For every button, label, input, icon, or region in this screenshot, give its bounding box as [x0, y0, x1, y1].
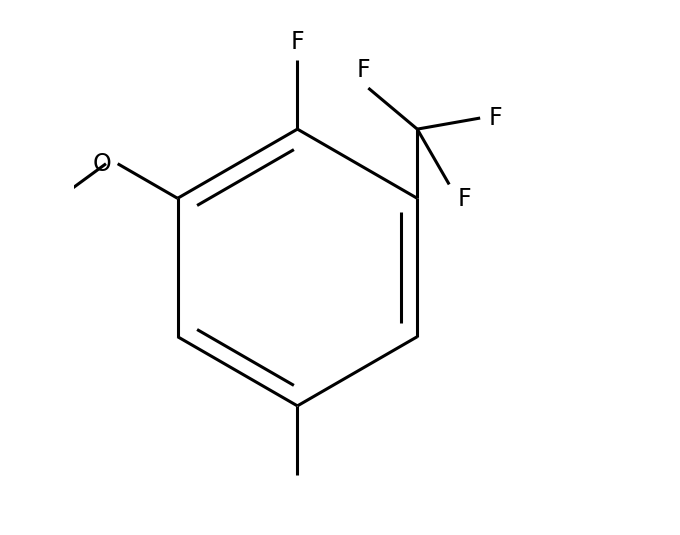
- Text: F: F: [356, 58, 370, 82]
- Text: F: F: [290, 29, 304, 54]
- Text: F: F: [488, 106, 502, 130]
- Text: F: F: [457, 187, 471, 211]
- Text: O: O: [92, 152, 112, 175]
